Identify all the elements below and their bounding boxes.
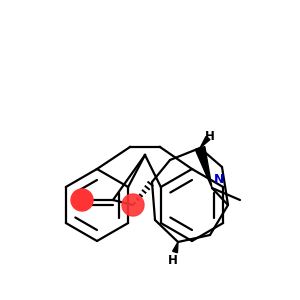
Text: N: N	[214, 173, 224, 186]
Circle shape	[122, 194, 144, 216]
Polygon shape	[195, 147, 212, 188]
Polygon shape	[200, 136, 210, 148]
Text: H: H	[205, 130, 215, 142]
Polygon shape	[172, 242, 178, 253]
Text: H: H	[168, 254, 178, 266]
Circle shape	[71, 189, 93, 211]
